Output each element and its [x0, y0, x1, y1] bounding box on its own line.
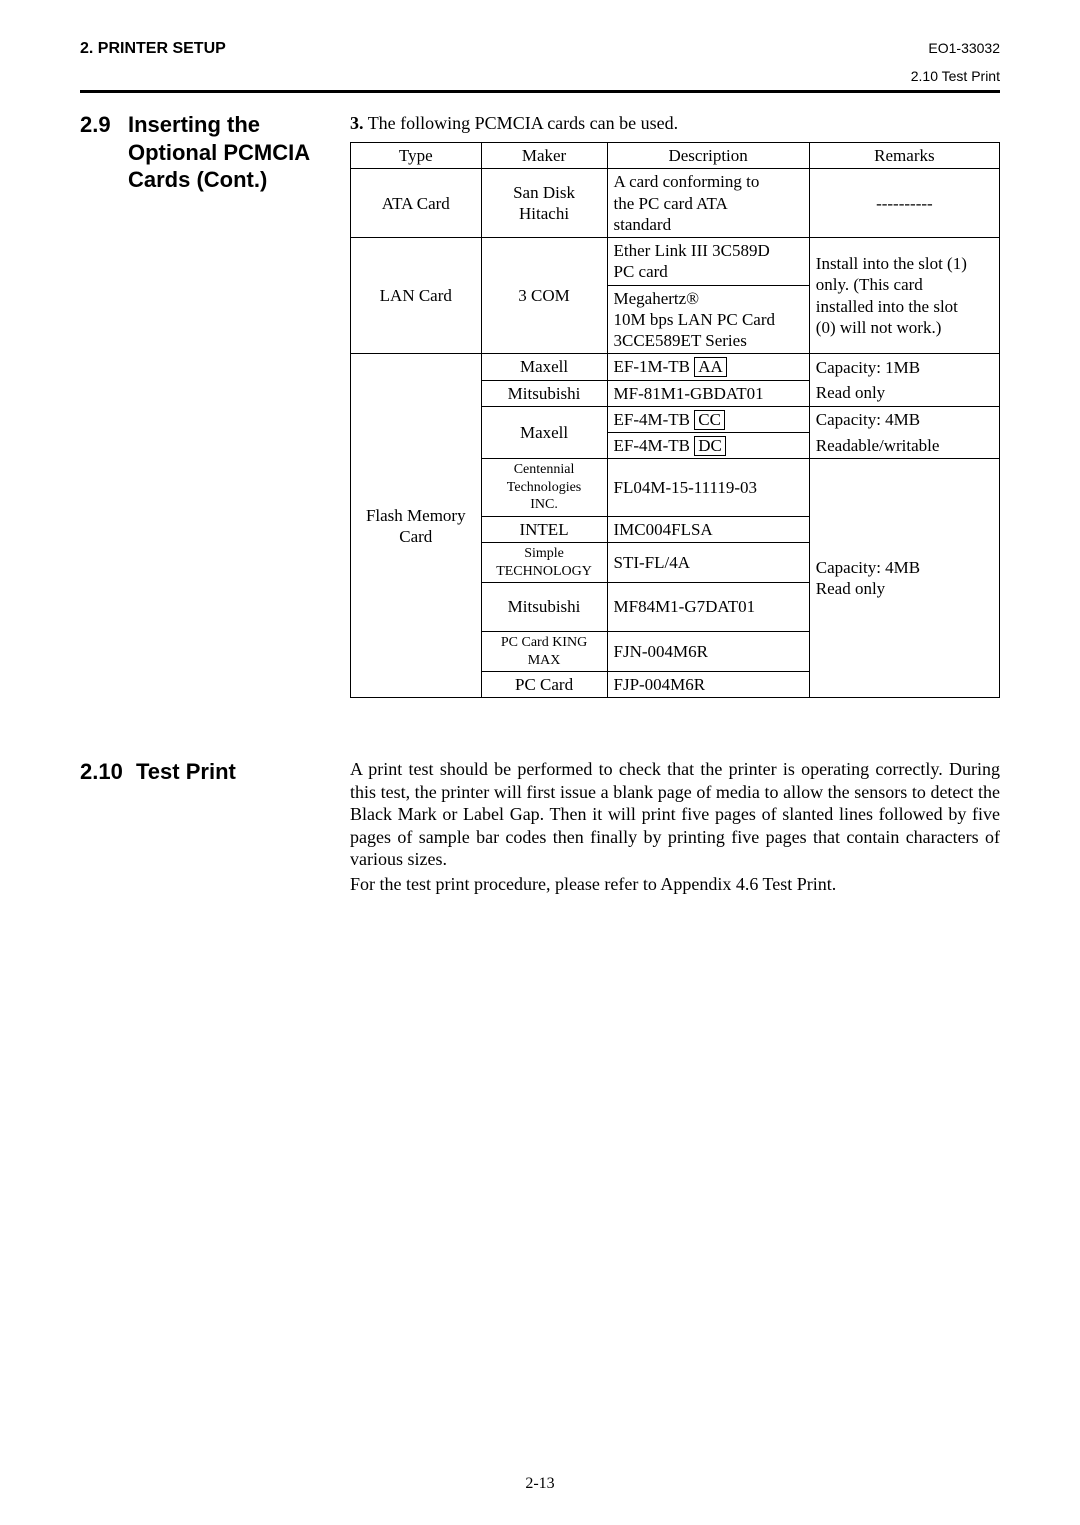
section-2-10-body: A print test should be performed to chec…: [350, 758, 1000, 895]
cell-description: FJP-004M6R: [607, 672, 809, 698]
header-right: EO1-33032: [928, 40, 1000, 56]
cell-type: Flash Memory Card: [351, 354, 482, 698]
cell-remarks: ----------: [809, 169, 999, 238]
cell-maker: PC Card: [481, 672, 607, 698]
cell-remarks: Capacity: 4MB Read only: [809, 459, 999, 698]
page-number: 2-13: [0, 1475, 1080, 1493]
section-number: 2.9: [80, 111, 128, 194]
section-2-9: 2.9 Inserting the Optional PCMCIA Cards …: [80, 111, 1000, 698]
section-title: Inserting the Optional PCMCIA Cards (Con…: [128, 111, 310, 194]
cell-description: FJN-004M6R: [607, 632, 809, 672]
cell-maker: San Disk Hitachi: [481, 169, 607, 238]
cell-description: A card conforming to the PC card ATA sta…: [607, 169, 809, 238]
cell-remarks: Capacity: 4MB: [809, 406, 999, 432]
cell-description: MF-81M1-GBDAT01: [607, 380, 809, 406]
table-header-row: Type Maker Description Remarks: [351, 143, 1000, 169]
cell-description: EF-1M-TB AA: [607, 354, 809, 380]
page: 2. PRINTER SETUP EO1-33032 2.10 Test Pri…: [0, 0, 1080, 1525]
cell-description: FL04M-15-11119-03: [607, 459, 809, 517]
cell-maker: 3 COM: [481, 238, 607, 354]
paragraph: A print test should be performed to chec…: [350, 758, 1000, 871]
cell-maker: Maxell: [481, 406, 607, 459]
list-item-3: 3. The following PCMCIA cards can be use…: [350, 113, 1000, 134]
cell-maker: Simple TECHNOLOGY: [481, 543, 607, 583]
cell-maker: Centennial Technologies INC.: [481, 459, 607, 517]
paragraph: For the test print procedure, please ref…: [350, 873, 1000, 896]
cell-remarks: Read only: [809, 380, 999, 406]
table-row: ATA Card San Disk Hitachi A card conform…: [351, 169, 1000, 238]
cell-description: MF84M1-G7DAT01: [607, 583, 809, 632]
cell-type: ATA Card: [351, 169, 482, 238]
cell-remarks: Capacity: 1MB: [809, 354, 999, 380]
cell-description: Ether Link III 3C589D PC card: [607, 238, 809, 286]
cell-type: LAN Card: [351, 238, 482, 354]
cell-description: Megahertz® 10M bps LAN PC Card 3CCE589ET…: [607, 285, 809, 354]
table-row: LAN Card 3 COM Ether Link III 3C589D PC …: [351, 238, 1000, 286]
cell-maker: Mitsubishi: [481, 380, 607, 406]
section-number: 2.10: [80, 758, 136, 786]
cell-maker: INTEL: [481, 516, 607, 542]
header-sub: 2.10 Test Print: [80, 68, 1000, 84]
section-title: Test Print: [136, 758, 236, 786]
cell-maker: Mitsubishi: [481, 583, 607, 632]
section-2-9-heading: 2.9 Inserting the Optional PCMCIA Cards …: [80, 111, 350, 194]
col-description: Description: [607, 143, 809, 169]
section-2-10: 2.10 Test Print A print test should be p…: [80, 758, 1000, 895]
col-maker: Maker: [481, 143, 607, 169]
header-rule: [80, 90, 1000, 93]
cell-description: IMC004FLSA: [607, 516, 809, 542]
page-header: 2. PRINTER SETUP EO1-33032: [80, 40, 1000, 58]
cell-maker: Maxell: [481, 354, 607, 380]
cell-remarks: Install into the slot (1) only. (This ca…: [809, 238, 999, 354]
col-type: Type: [351, 143, 482, 169]
pcmcia-table: Type Maker Description Remarks ATA Card …: [350, 142, 1000, 698]
section-2-9-body: 3. The following PCMCIA cards can be use…: [350, 111, 1000, 698]
cell-description: STI-FL/4A: [607, 543, 809, 583]
col-remarks: Remarks: [809, 143, 999, 169]
cell-description: EF-4M-TB CC: [607, 406, 809, 432]
cell-maker: PC Card KING MAX: [481, 632, 607, 672]
table-row: Flash Memory Card Maxell EF-1M-TB AA Cap…: [351, 354, 1000, 380]
cell-remarks: Readable/writable: [809, 433, 999, 459]
section-2-10-heading: 2.10 Test Print: [80, 758, 350, 786]
cell-description: EF-4M-TB DC: [607, 433, 809, 459]
header-left: 2. PRINTER SETUP: [80, 40, 226, 58]
